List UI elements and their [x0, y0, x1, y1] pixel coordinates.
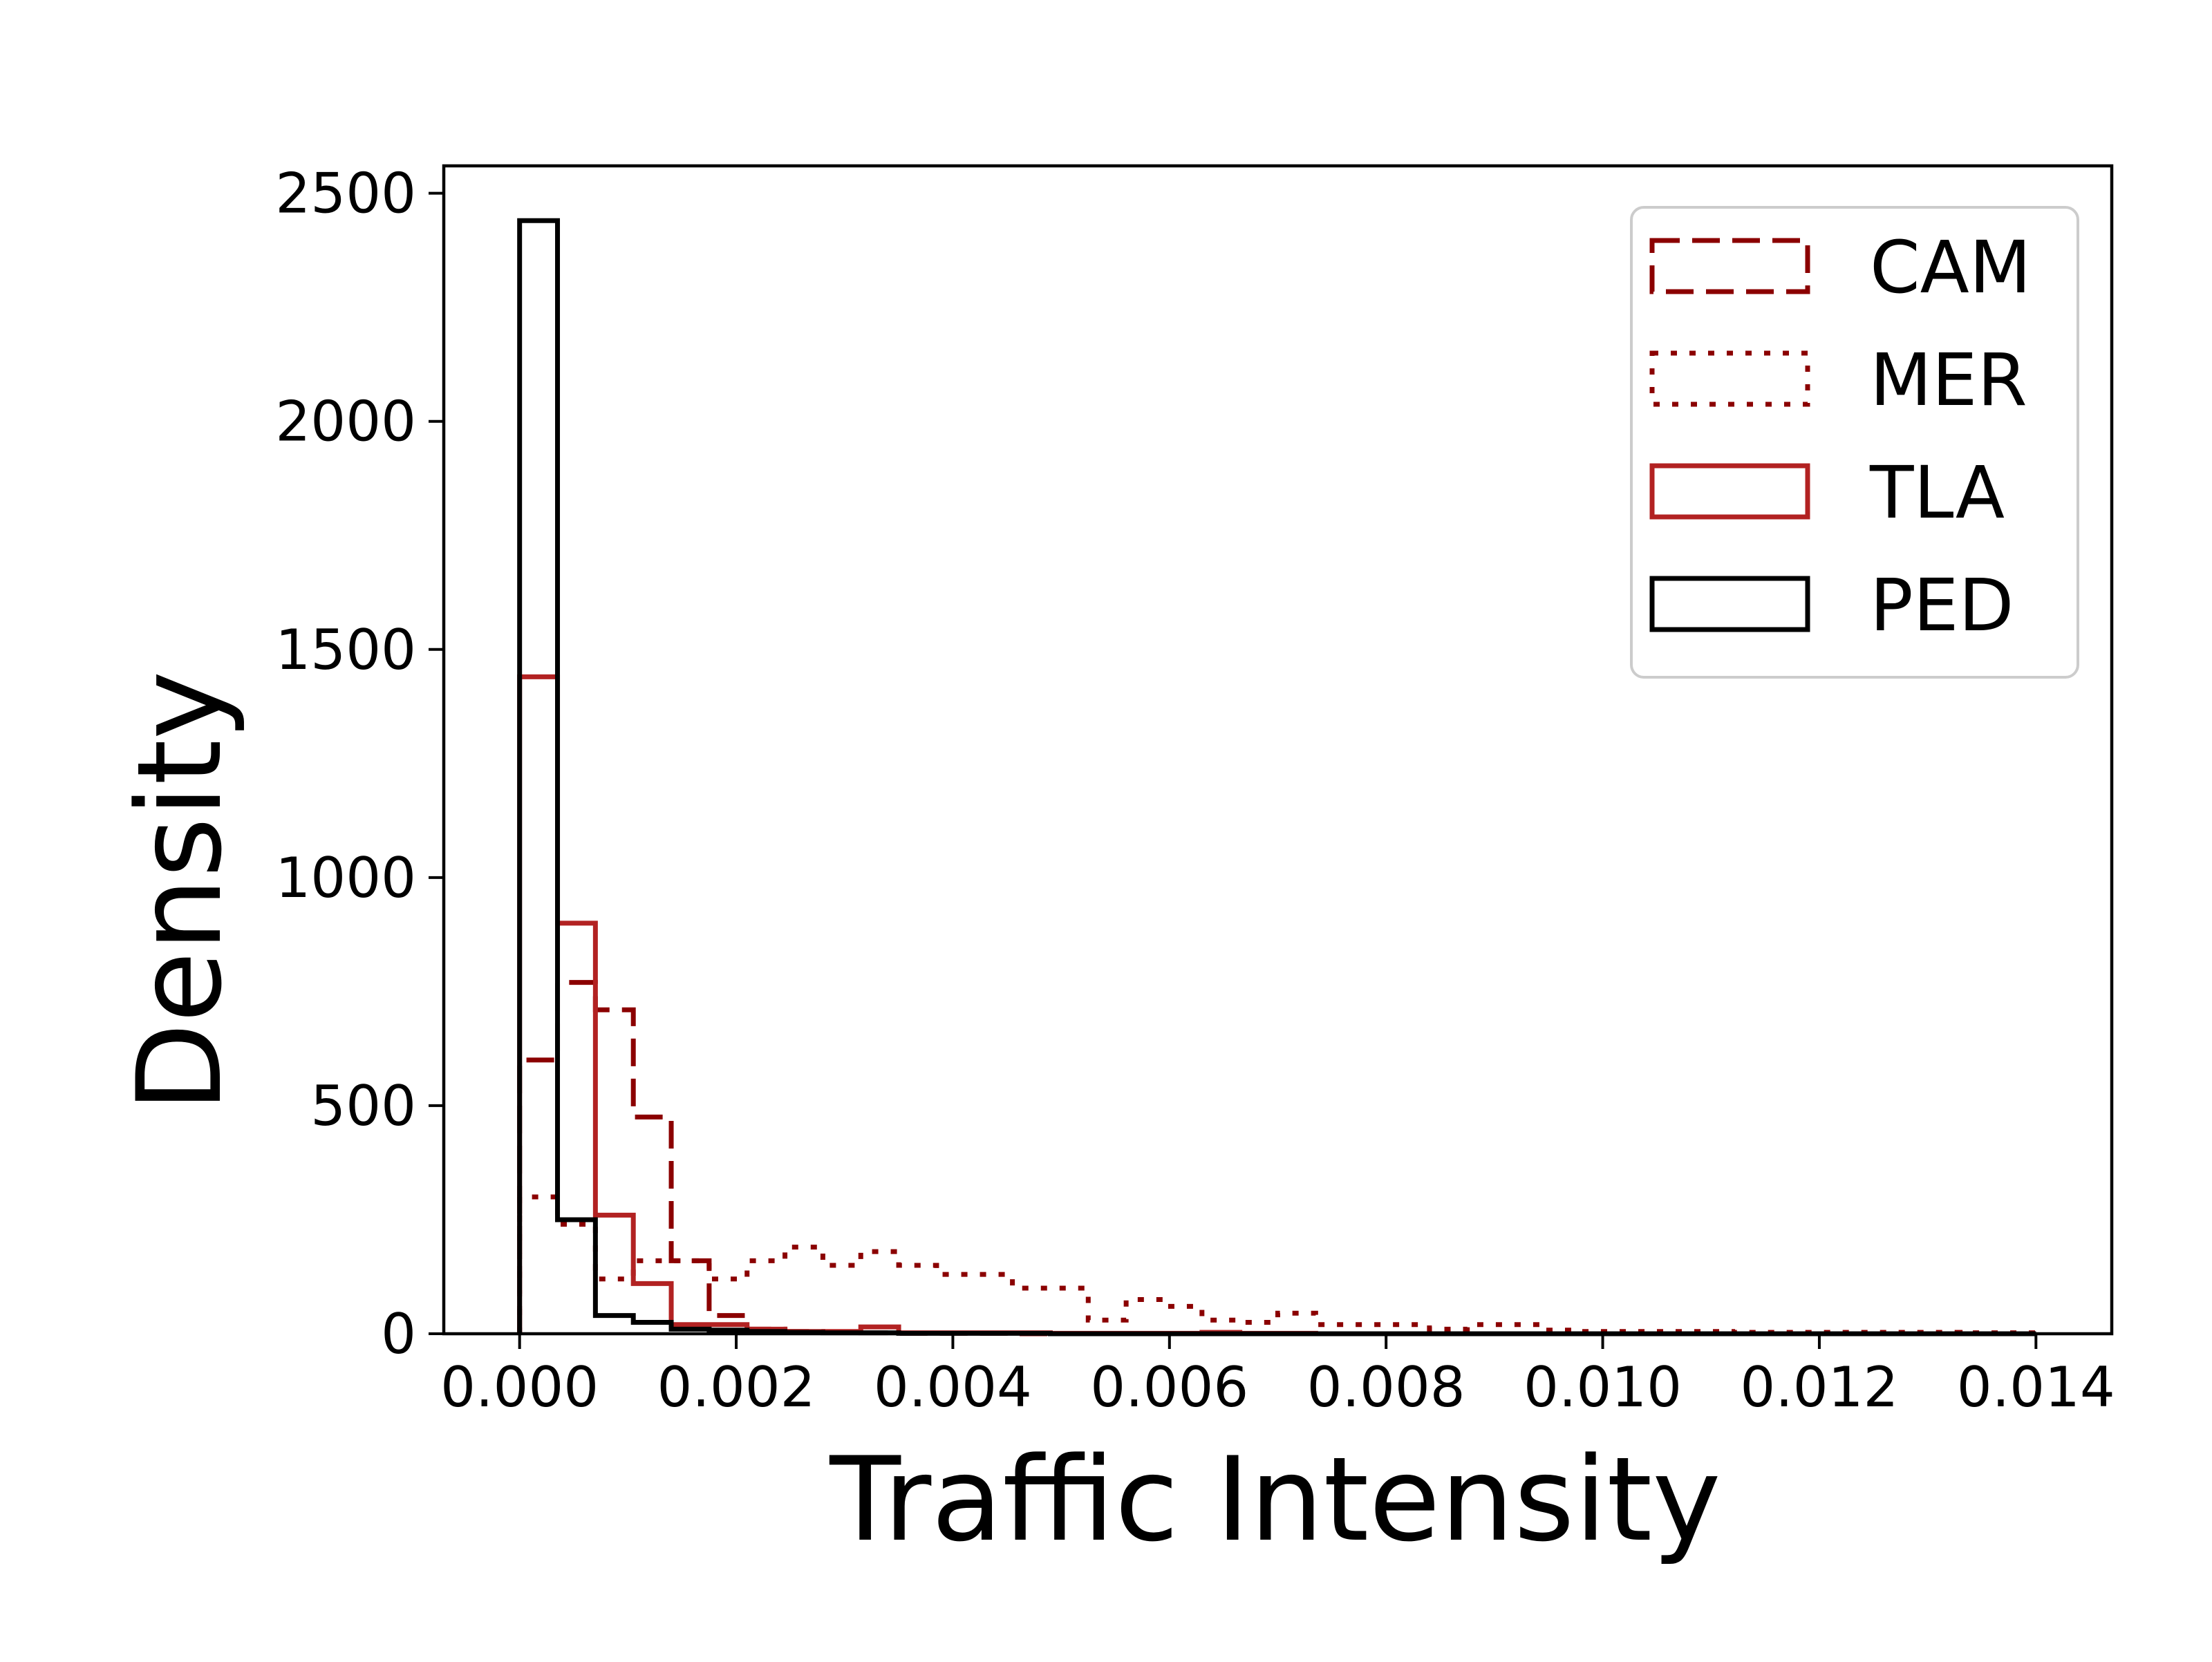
bar-mer	[823, 1265, 861, 1334]
legend: CAM MER TLA PED	[1630, 206, 2079, 679]
legend-label-cam: CAM	[1870, 225, 2032, 310]
y-tick-label: 500	[310, 1074, 416, 1138]
x-tick-label: 0.004	[874, 1355, 1032, 1419]
y-axis-label: Density	[112, 671, 247, 1113]
bar-mer	[1278, 1313, 1316, 1334]
series-outline-mer	[517, 1194, 2038, 1336]
bar-mer	[595, 1279, 633, 1334]
legend-frame	[1630, 206, 2079, 679]
legend-swatch-mer	[1649, 350, 1810, 407]
bar-mer	[1164, 1306, 1202, 1334]
bar-ped	[595, 1316, 633, 1334]
x-tick-label: 0.006	[1090, 1355, 1248, 1419]
y-tick-label: 2000	[275, 390, 416, 454]
y-ticks: 0 500 1000 1500 2000 2500	[275, 162, 444, 1366]
x-tick-label: 0.008	[1307, 1355, 1465, 1419]
bar-cam	[595, 1010, 633, 1334]
bar-tla	[633, 1283, 671, 1334]
bar-mer	[785, 1247, 823, 1334]
legend-swatch-cam	[1649, 238, 1810, 294]
x-tick-label: 0.010	[1524, 1355, 1682, 1419]
bar-mer	[937, 1274, 975, 1334]
series-mer	[517, 1194, 2038, 1336]
bar-cam	[558, 983, 596, 1334]
bar-mer	[558, 1225, 596, 1334]
x-ticks: 0.000 0.002 0.004 0.006 0.008 0.010 0.012 0.014	[440, 1334, 2115, 1419]
x-tick-label: 0.002	[657, 1355, 816, 1419]
bar-ped	[520, 220, 558, 1334]
series-outline-tla	[517, 674, 2036, 1337]
x-axis-label: Traffic Intensity	[829, 1432, 1721, 1567]
legend-swatch-tla	[1649, 463, 1810, 520]
bar-cam	[633, 1117, 671, 1334]
legend-label-ped: PED	[1870, 563, 2014, 648]
legend-label-tla: TLA	[1869, 451, 2005, 535]
series-tla	[517, 674, 2036, 1337]
bar-mer	[899, 1265, 937, 1334]
y-tick-label: 1500	[275, 618, 416, 682]
bar-mer	[520, 1197, 558, 1334]
axes-frame	[442, 164, 2114, 1336]
x-tick-label: 0.012	[1740, 1355, 1898, 1419]
y-tick-label: 2500	[275, 162, 416, 226]
legend-items: CAM MER TLA PED	[1649, 225, 2032, 648]
legend-swatch-ped	[1649, 576, 1810, 632]
bar-mer	[1050, 1288, 1088, 1334]
bar-ped	[558, 1220, 596, 1334]
y-tick-label: 1000	[275, 846, 416, 910]
x-tick-label: 0.014	[1957, 1355, 2115, 1419]
series-cam	[517, 980, 2036, 1337]
bar-mer	[747, 1260, 785, 1334]
bar-mer	[1013, 1288, 1051, 1334]
bar-mer	[975, 1274, 1013, 1334]
bar-mer	[861, 1252, 899, 1334]
series-outline-cam	[517, 980, 2036, 1337]
y-tick-label: 0	[381, 1302, 416, 1366]
x-tick-label: 0.000	[440, 1355, 599, 1419]
legend-label-mer: MER	[1870, 338, 2027, 422]
bar-mer	[1126, 1299, 1164, 1334]
bar-tla	[520, 677, 558, 1334]
